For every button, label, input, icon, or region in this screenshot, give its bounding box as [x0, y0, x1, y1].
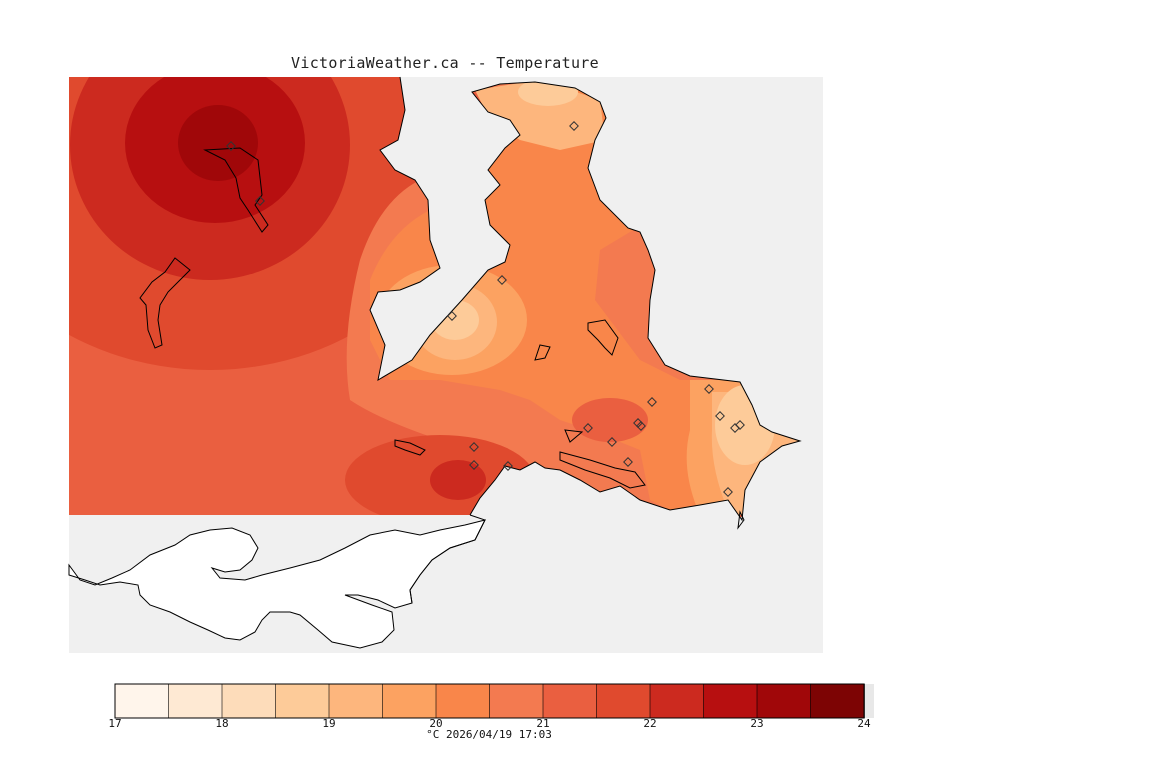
station-marker: [633, 418, 643, 428]
colorbar-swatch: [382, 683, 437, 719]
station-marker: [636, 421, 646, 431]
station-marker: [503, 461, 513, 471]
colorbar-tick-label: 20: [429, 717, 442, 730]
colorbar-swatch: [542, 683, 598, 719]
colorbar-swatch: [756, 683, 812, 719]
station-marker: [497, 275, 507, 285]
colorbar: 17 18 19 20 21 22 23 24 °C 2026/04/19 17:03: [108, 683, 874, 741]
colorbar-tick-label: 24: [857, 717, 871, 730]
colorbar-swatch: [328, 683, 384, 719]
map-title: VictoriaWeather.ca -- Temperature: [291, 54, 599, 72]
station-marker: [715, 411, 725, 421]
station-marker: [255, 196, 265, 206]
colorbar-swatch: [649, 683, 705, 719]
coastlines: [139, 76, 802, 604]
station-markers: [226, 121, 745, 497]
colorbar-caption: °C 2026/04/19 17:03: [426, 728, 552, 741]
colorbar-swatch: [703, 683, 758, 719]
colorbar-swatch: [596, 683, 651, 719]
colorbar-swatch: [810, 683, 865, 719]
station-marker: [469, 460, 479, 470]
colorbar-tick-label: 17: [108, 717, 121, 730]
colorbar-swatch: [435, 683, 491, 719]
colorbar-swatch: [168, 683, 223, 719]
colorbar-tick-label: 21: [536, 717, 549, 730]
colorbar-tick-label: 18: [215, 717, 228, 730]
colorbar-swatch: [221, 683, 277, 719]
station-marker: [226, 141, 236, 151]
station-marker: [623, 457, 633, 467]
station-marker: [569, 121, 579, 131]
station-marker: [735, 420, 745, 430]
colorbar-tick-label: 19: [322, 717, 335, 730]
station-marker: [469, 442, 479, 452]
colorbar-tick-label: 22: [643, 717, 656, 730]
colorbar-swatch: [114, 683, 170, 719]
station-marker: [704, 384, 714, 394]
station-marker: [723, 487, 733, 497]
station-marker: [607, 437, 617, 447]
colorbar-tick-label: 23: [750, 717, 763, 730]
station-marker: [647, 397, 657, 407]
colorbar-swatch: [489, 683, 544, 719]
colorbar-swatch: [275, 683, 330, 719]
station-marker: [447, 311, 457, 321]
station-marker: [583, 423, 593, 433]
